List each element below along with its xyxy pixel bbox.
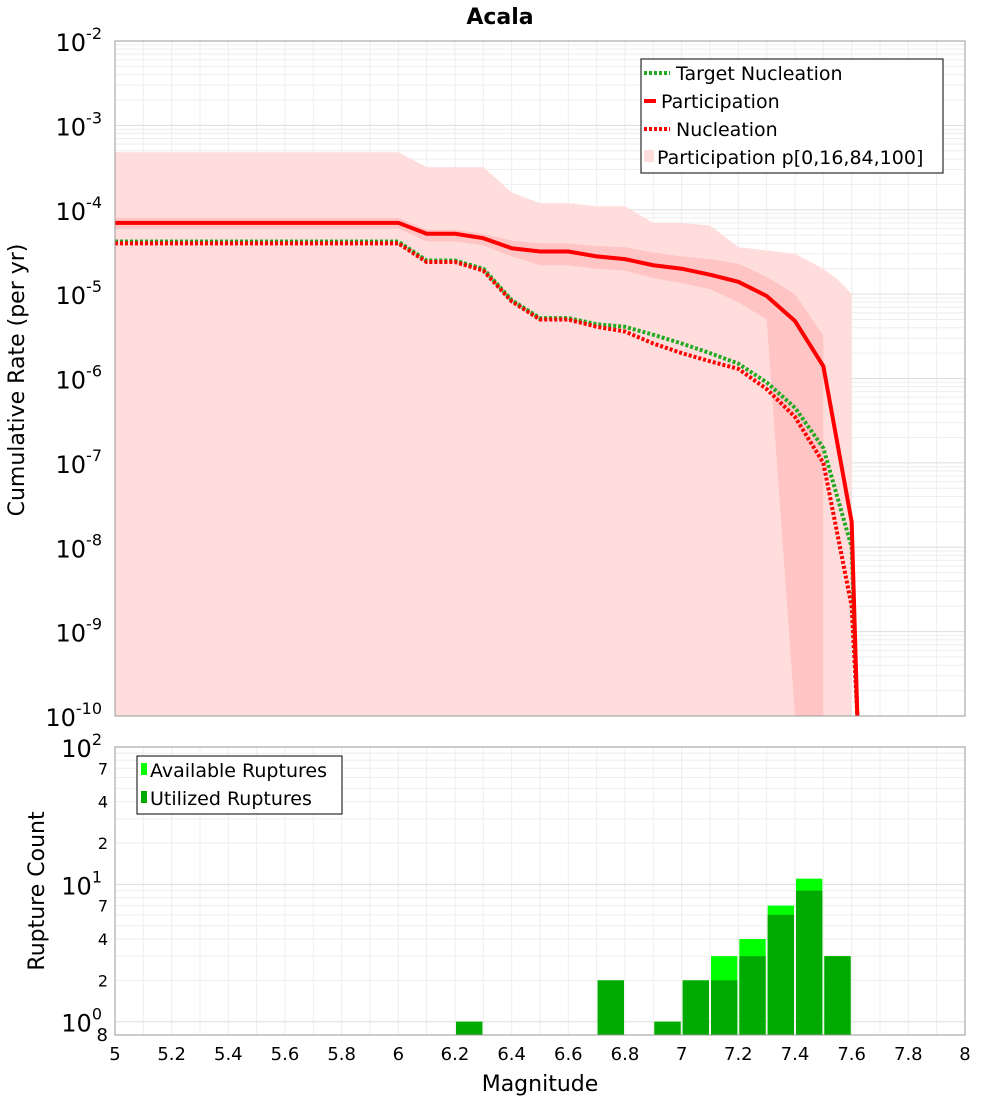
bottom-plot-frame [114, 746, 966, 1036]
bar-utilized-ruptures [824, 956, 851, 1035]
cumulative-rate-panel: 10-210-310-410-510-610-710-810-910-10 Cu… [5, 24, 966, 732]
top-y-tick-label: 10-6 [56, 362, 103, 395]
x-tick-label: 7 [676, 1044, 687, 1065]
x-tick-label: 7.8 [894, 1044, 923, 1065]
bar-utilized-ruptures [711, 980, 738, 1035]
legend-swatch-available-ruptures [141, 763, 147, 775]
bar-utilized-ruptures [767, 914, 794, 1035]
bottom-y-floor-label: 8 [97, 1025, 108, 1046]
rupture-bars [456, 878, 851, 1035]
legend-label-utilized-ruptures: Utilized Ruptures [150, 788, 312, 810]
rate-lines [115, 220, 860, 717]
bottom-y-tick-label: 7 [98, 897, 108, 916]
x-tick-label: 6.2 [441, 1044, 470, 1065]
bottom-legend-frame [136, 755, 343, 815]
x-tick-label: 7.4 [781, 1044, 810, 1065]
x-tick-label: 6.8 [611, 1044, 640, 1065]
bar-utilized-ruptures [796, 890, 823, 1035]
bar-utilized-ruptures [597, 980, 624, 1035]
bottom-y-tick-label: 7 [98, 759, 108, 778]
participation-band-0 [115, 152, 852, 716]
legend-label-target-nucleation: Target Nucleation [675, 63, 843, 85]
bottom-y-axis-label: Rupture Count [25, 811, 50, 971]
legend-label-nucleation: Nucleation [676, 119, 778, 141]
top-legend-frame [640, 58, 944, 174]
participation-bands [115, 152, 852, 716]
x-tick-label: 5.6 [271, 1044, 300, 1065]
x-tick-label: 7.2 [724, 1044, 753, 1065]
x-tick-label: 5.4 [214, 1044, 243, 1065]
bottom-y-tick-label: 2 [98, 971, 108, 990]
legend-label-participation: Participation [661, 91, 780, 113]
x-tick-label: 7.6 [837, 1044, 866, 1065]
legend-label-participation-band: Participation p[0,16,84,100] [657, 147, 923, 169]
bottom-y-tick-label: 4 [98, 930, 108, 949]
top-y-axis-label: Cumulative Rate (per yr) [5, 244, 30, 517]
x-tick-label: 8 [959, 1044, 970, 1065]
top-y-ticks: 10-210-310-410-510-610-710-810-910-10 [45, 24, 102, 732]
bottom-y-tick-label: 2 [98, 834, 108, 853]
x-tick-label: 6.4 [497, 1044, 526, 1065]
legend-swatch-participation-band [644, 150, 654, 162]
bottom-legend: Available Ruptures Utilized Ruptures [136, 755, 343, 815]
legend-swatch-utilized-ruptures [141, 791, 147, 803]
bottom-y-tick-label: 4 [98, 793, 108, 812]
x-tick-label: 5.8 [327, 1044, 356, 1065]
x-ticks: 5 5.2 5.4 5.6 5.8 6 6.2 6.4 6.6 6.8 7 7.2 7.4 7.6 7.8 8 [109, 1044, 970, 1065]
bar-utilized-ruptures [739, 956, 766, 1035]
top-legend: Target Nucleation Participation Nucleati… [640, 58, 944, 174]
top-y-tick-label: 10-5 [56, 277, 103, 310]
x-tick-label: 6 [393, 1044, 404, 1065]
series-line-nucleation [115, 241, 860, 717]
series-line-participation [115, 220, 860, 717]
bar-utilized-ruptures [682, 980, 709, 1035]
chart-title: Acala [466, 5, 533, 30]
x-tick-label: 6.6 [554, 1044, 583, 1065]
x-tick-label: 5.2 [157, 1044, 186, 1065]
x-axis-label: Magnitude [482, 1072, 599, 1097]
x-tick-label: 5 [109, 1044, 120, 1065]
top-plot-frame [114, 40, 966, 717]
bar-utilized-ruptures [654, 1021, 681, 1035]
top-y-tick-label: 10-3 [56, 108, 103, 141]
legend-label-available-ruptures: Available Ruptures [150, 760, 327, 782]
bar-utilized-ruptures [456, 1021, 483, 1035]
